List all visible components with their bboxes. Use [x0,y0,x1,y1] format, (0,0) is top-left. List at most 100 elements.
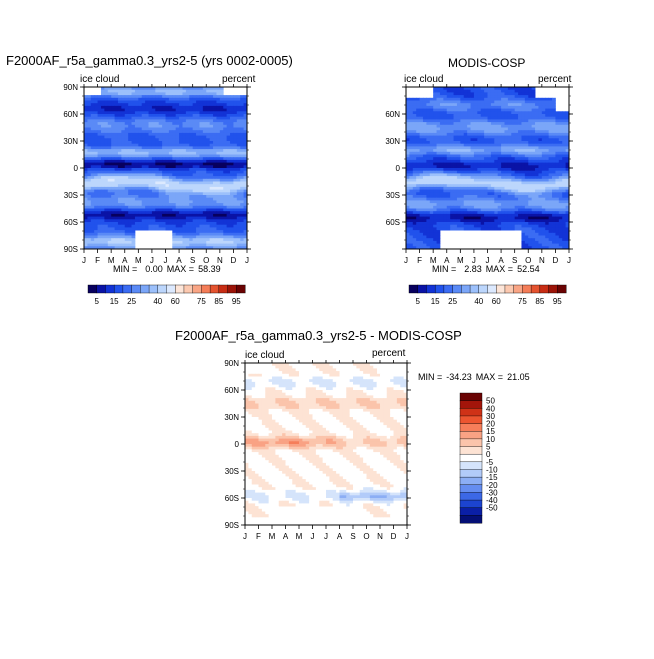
heatmap-cell [409,165,413,168]
heatmap-cell [101,219,105,222]
heatmap-cell [84,198,88,201]
heatmap-cell [152,168,156,171]
heatmap-cell [101,122,105,125]
heatmap-cell [488,192,492,195]
heatmap-cell [545,144,549,147]
heatmap-cell [491,109,495,112]
heatmap-cell [108,187,112,190]
heatmap-cell [460,203,464,206]
heatmap-cell [426,138,430,141]
heatmap-cell [237,227,241,230]
heatmap-cell [413,203,417,206]
heatmap-cell [535,106,539,109]
heatmap-cell [552,149,556,152]
heatmap-cell [457,90,461,93]
heatmap-cell [216,152,220,155]
heatmap-cell [491,200,495,203]
heatmap-cell [121,195,125,198]
heatmap-cell [162,146,166,149]
heatmap-cell [477,163,481,166]
heatmap-cell [87,244,91,247]
heatmap-cell [172,138,176,141]
heatmap-cell [535,109,539,112]
heatmap-cell [518,103,522,106]
heatmap-cell [166,90,170,93]
heatmap-cell [216,198,220,201]
heatmap-cell [132,236,136,239]
heatmap-cell [118,238,122,241]
heatmap-cell [210,95,214,98]
heatmap-cell [220,155,224,158]
heatmap-cell [240,173,244,176]
heatmap-cell [498,98,502,101]
heatmap-cell [538,160,542,163]
heatmap-cell [98,122,102,125]
heatmap-cell [138,125,142,128]
heatmap-cell [532,117,536,120]
heatmap-cell [515,106,519,109]
heatmap-cell [518,184,522,187]
heatmap-cell [159,90,163,93]
heatmap-cell [538,128,542,131]
heatmap-cell [420,114,424,117]
heatmap-cell [84,233,88,236]
heatmap-cell [203,98,207,101]
heatmap-cell [508,138,512,141]
heatmap-cell [186,128,190,131]
heatmap-cell [406,152,410,155]
heatmap-cell [521,173,525,176]
heatmap-cell [406,195,410,198]
heatmap-cell [416,109,420,112]
heatmap-cell [213,114,217,117]
heatmap-cell [538,173,542,176]
heatmap-cell [484,168,488,171]
heatmap-cell [562,130,566,133]
heatmap-cell [159,182,163,185]
heatmap-cell [118,157,122,160]
heatmap-cell [135,146,139,149]
heatmap-cell [467,209,471,212]
heatmap-cell [216,236,220,239]
heatmap-cell [91,214,95,217]
heatmap-cell [108,217,112,220]
heatmap-cell [545,171,549,174]
heatmap-cell [135,130,139,133]
heatmap-cell [179,138,183,141]
heatmap-cell [145,138,149,141]
heatmap-cell [213,238,217,241]
heatmap-cell [213,119,217,122]
heatmap-cell [196,179,200,182]
heatmap-cell [115,90,119,93]
heatmap-cell [501,209,505,212]
heatmap-cell [149,117,153,120]
heatmap-cell [189,114,193,117]
heatmap-cell [504,125,508,128]
heatmap-cell [213,125,217,128]
heatmap-cell [189,165,193,168]
heatmap-cell [189,200,193,203]
heatmap-cell [423,101,427,104]
heatmap-cell [206,198,210,201]
heatmap-cell [430,160,434,163]
heatmap-cell [132,233,136,236]
heatmap-cell [525,160,529,163]
heatmap-cell [145,90,149,93]
heatmap-cell [416,122,420,125]
heatmap-cell [172,101,176,104]
heatmap-cell [437,203,441,206]
heatmap-cell [210,233,214,236]
heatmap-cell [511,136,515,139]
heatmap-cell [552,155,556,158]
heatmap-cell [108,149,112,152]
heatmap-cell [108,101,112,104]
heatmap-cell [199,230,203,233]
heatmap-cell [508,192,512,195]
heatmap-cell [515,144,519,147]
heatmap-cell [528,144,532,147]
heatmap-cell [240,236,244,239]
heatmap-cell [460,152,464,155]
heatmap-cell [145,182,149,185]
heatmap-cell [532,146,536,149]
heatmap-cell [440,109,444,112]
heatmap-cell [460,163,464,166]
